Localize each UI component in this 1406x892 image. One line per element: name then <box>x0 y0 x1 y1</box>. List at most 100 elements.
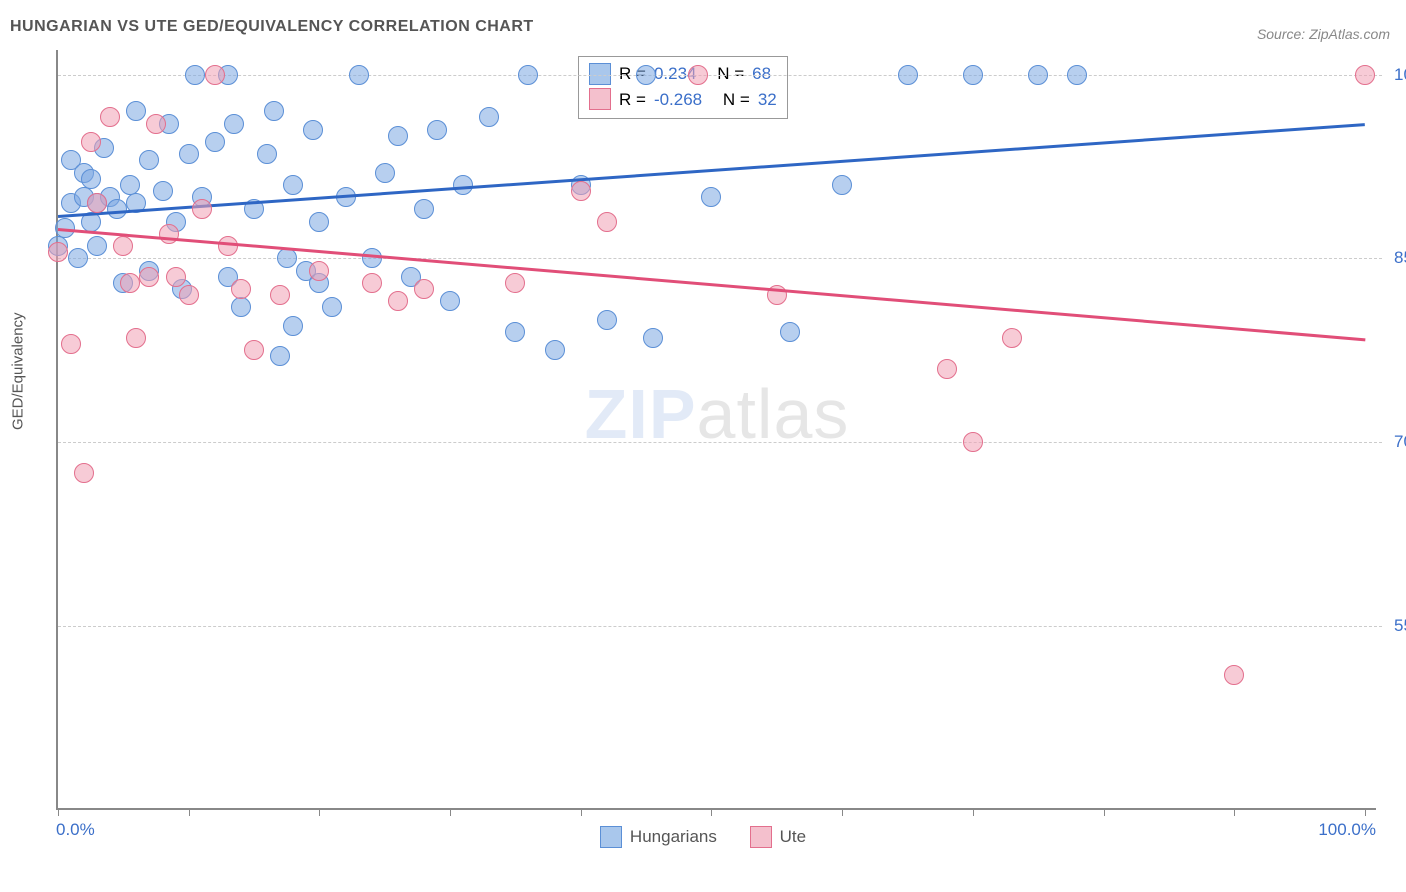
scatter-point <box>244 340 264 360</box>
scatter-point <box>74 463 94 483</box>
chart-container: HUNGARIAN VS UTE GED/EQUIVALENCY CORRELA… <box>0 0 1406 892</box>
legend-correlation: R = 0.234 N = 68 R = -0.268 N = 32 <box>578 56 788 119</box>
y-tick-label: 85.0% <box>1384 248 1406 268</box>
scatter-point <box>87 236 107 256</box>
gridline <box>58 75 1382 76</box>
y-tick-label: 70.0% <box>1384 432 1406 452</box>
scatter-point <box>120 175 140 195</box>
scatter-point <box>120 273 140 293</box>
scatter-point <box>362 248 382 268</box>
scatter-point <box>139 267 159 287</box>
scatter-point <box>505 322 525 342</box>
scatter-point <box>153 181 173 201</box>
scatter-point <box>126 101 146 121</box>
gridline <box>58 442 1382 443</box>
scatter-point <box>231 279 251 299</box>
legend-item-ute: Ute <box>750 826 806 848</box>
scatter-point <box>440 291 460 311</box>
scatter-point <box>832 175 852 195</box>
scatter-point <box>283 316 303 336</box>
scatter-point <box>185 65 205 85</box>
x-tick <box>189 808 190 816</box>
legend-swatch-ute-icon <box>750 826 772 848</box>
scatter-point <box>205 132 225 152</box>
scatter-point <box>1028 65 1048 85</box>
scatter-point <box>688 65 708 85</box>
scatter-point <box>1355 65 1375 85</box>
scatter-point <box>643 328 663 348</box>
scatter-point <box>388 126 408 146</box>
r-label: R = <box>619 87 646 113</box>
scatter-point <box>597 310 617 330</box>
x-tick <box>581 808 582 816</box>
scatter-point <box>218 236 238 256</box>
scatter-point <box>479 107 499 127</box>
scatter-point <box>701 187 721 207</box>
scatter-point <box>1224 665 1244 685</box>
scatter-point <box>264 101 284 121</box>
x-tick <box>711 808 712 816</box>
scatter-point <box>81 132 101 152</box>
legend-series: Hungarians Ute <box>0 826 1406 853</box>
scatter-point <box>505 273 525 293</box>
x-tick <box>1365 808 1366 816</box>
scatter-point <box>205 65 225 85</box>
x-tick <box>1234 808 1235 816</box>
scatter-point <box>309 261 329 281</box>
watermark-zip: ZIP <box>585 375 697 453</box>
scatter-point <box>303 120 323 140</box>
x-tick <box>973 808 974 816</box>
y-axis-title: GED/Equivalency <box>10 312 27 430</box>
trend-line <box>58 228 1365 341</box>
scatter-point <box>81 169 101 189</box>
scatter-point <box>388 291 408 311</box>
x-tick <box>842 808 843 816</box>
scatter-point <box>257 144 277 164</box>
x-tick <box>1104 808 1105 816</box>
y-tick-label: 100.0% <box>1384 65 1406 85</box>
scatter-point <box>87 193 107 213</box>
scatter-point <box>937 359 957 379</box>
scatter-point <box>192 199 212 219</box>
scatter-point <box>309 212 329 232</box>
scatter-point <box>224 114 244 134</box>
scatter-point <box>898 65 918 85</box>
scatter-point <box>1067 65 1087 85</box>
x-tick <box>450 808 451 816</box>
scatter-point <box>139 150 159 170</box>
scatter-point <box>545 340 565 360</box>
scatter-point <box>61 334 81 354</box>
scatter-point <box>597 212 617 232</box>
scatter-point <box>1002 328 1022 348</box>
legend-item-hungarians: Hungarians <box>600 826 717 848</box>
scatter-point <box>349 65 369 85</box>
scatter-point <box>277 248 297 268</box>
scatter-point <box>453 175 473 195</box>
scatter-point <box>159 224 179 244</box>
scatter-point <box>283 175 303 195</box>
gridline <box>58 258 1382 259</box>
watermark-atlas: atlas <box>697 375 850 453</box>
scatter-point <box>780 322 800 342</box>
chart-title: HUNGARIAN VS UTE GED/EQUIVALENCY CORRELA… <box>10 18 534 36</box>
scatter-point <box>414 199 434 219</box>
n-label: N = <box>723 87 750 113</box>
scatter-point <box>179 285 199 305</box>
y-tick-label: 55.0% <box>1384 616 1406 636</box>
scatter-point <box>322 297 342 317</box>
scatter-point <box>427 120 447 140</box>
scatter-point <box>414 279 434 299</box>
scatter-point <box>270 285 290 305</box>
n-value-ute: 32 <box>758 87 777 113</box>
r-value-ute: -0.268 <box>654 87 702 113</box>
scatter-point <box>146 114 166 134</box>
scatter-point <box>571 181 591 201</box>
scatter-point <box>166 267 186 287</box>
plot-area: ZIPatlas R = 0.234 N = 68 R = -0.268 N =… <box>56 50 1376 810</box>
gridline <box>58 626 1382 627</box>
scatter-point <box>375 163 395 183</box>
scatter-point <box>362 273 382 293</box>
scatter-point <box>126 328 146 348</box>
legend-label-hungarians: Hungarians <box>630 827 717 847</box>
scatter-point <box>963 65 983 85</box>
